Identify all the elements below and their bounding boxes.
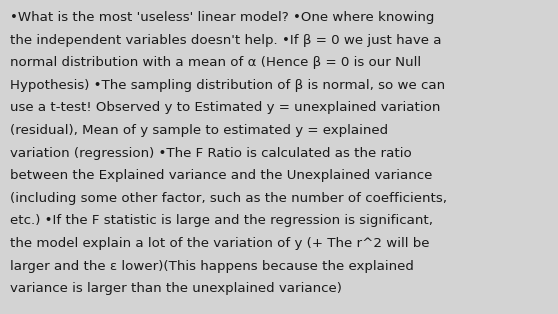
Text: (including some other factor, such as the number of coefficients,: (including some other factor, such as th… [10, 192, 447, 205]
Text: etc.) •If the F statistic is large and the regression is significant,: etc.) •If the F statistic is large and t… [10, 214, 433, 227]
Text: variance is larger than the unexplained variance): variance is larger than the unexplained … [10, 282, 342, 295]
Text: use a t-test! Observed y to Estimated y = unexplained variation: use a t-test! Observed y to Estimated y … [10, 101, 440, 114]
Text: Hypothesis) •The sampling distribution of β is normal, so we can: Hypothesis) •The sampling distribution o… [10, 79, 445, 92]
Text: between the Explained variance and the Unexplained variance: between the Explained variance and the U… [10, 169, 432, 182]
Text: normal distribution with a mean of α (Hence β = 0 is our Null: normal distribution with a mean of α (He… [10, 56, 421, 69]
Text: the model explain a lot of the variation of y (+ The r^2 will be: the model explain a lot of the variation… [10, 237, 430, 250]
Text: (residual), Mean of y sample to estimated y = explained: (residual), Mean of y sample to estimate… [10, 124, 388, 137]
Text: larger and the ε lower)(This happens because the explained: larger and the ε lower)(This happens bec… [10, 260, 414, 273]
Text: variation (regression) •The F Ratio is calculated as the ratio: variation (regression) •The F Ratio is c… [10, 147, 412, 160]
Text: •What is the most 'useless' linear model? •One where knowing: •What is the most 'useless' linear model… [10, 11, 435, 24]
Text: the independent variables doesn't help. •If β = 0 we just have a: the independent variables doesn't help. … [10, 34, 441, 46]
